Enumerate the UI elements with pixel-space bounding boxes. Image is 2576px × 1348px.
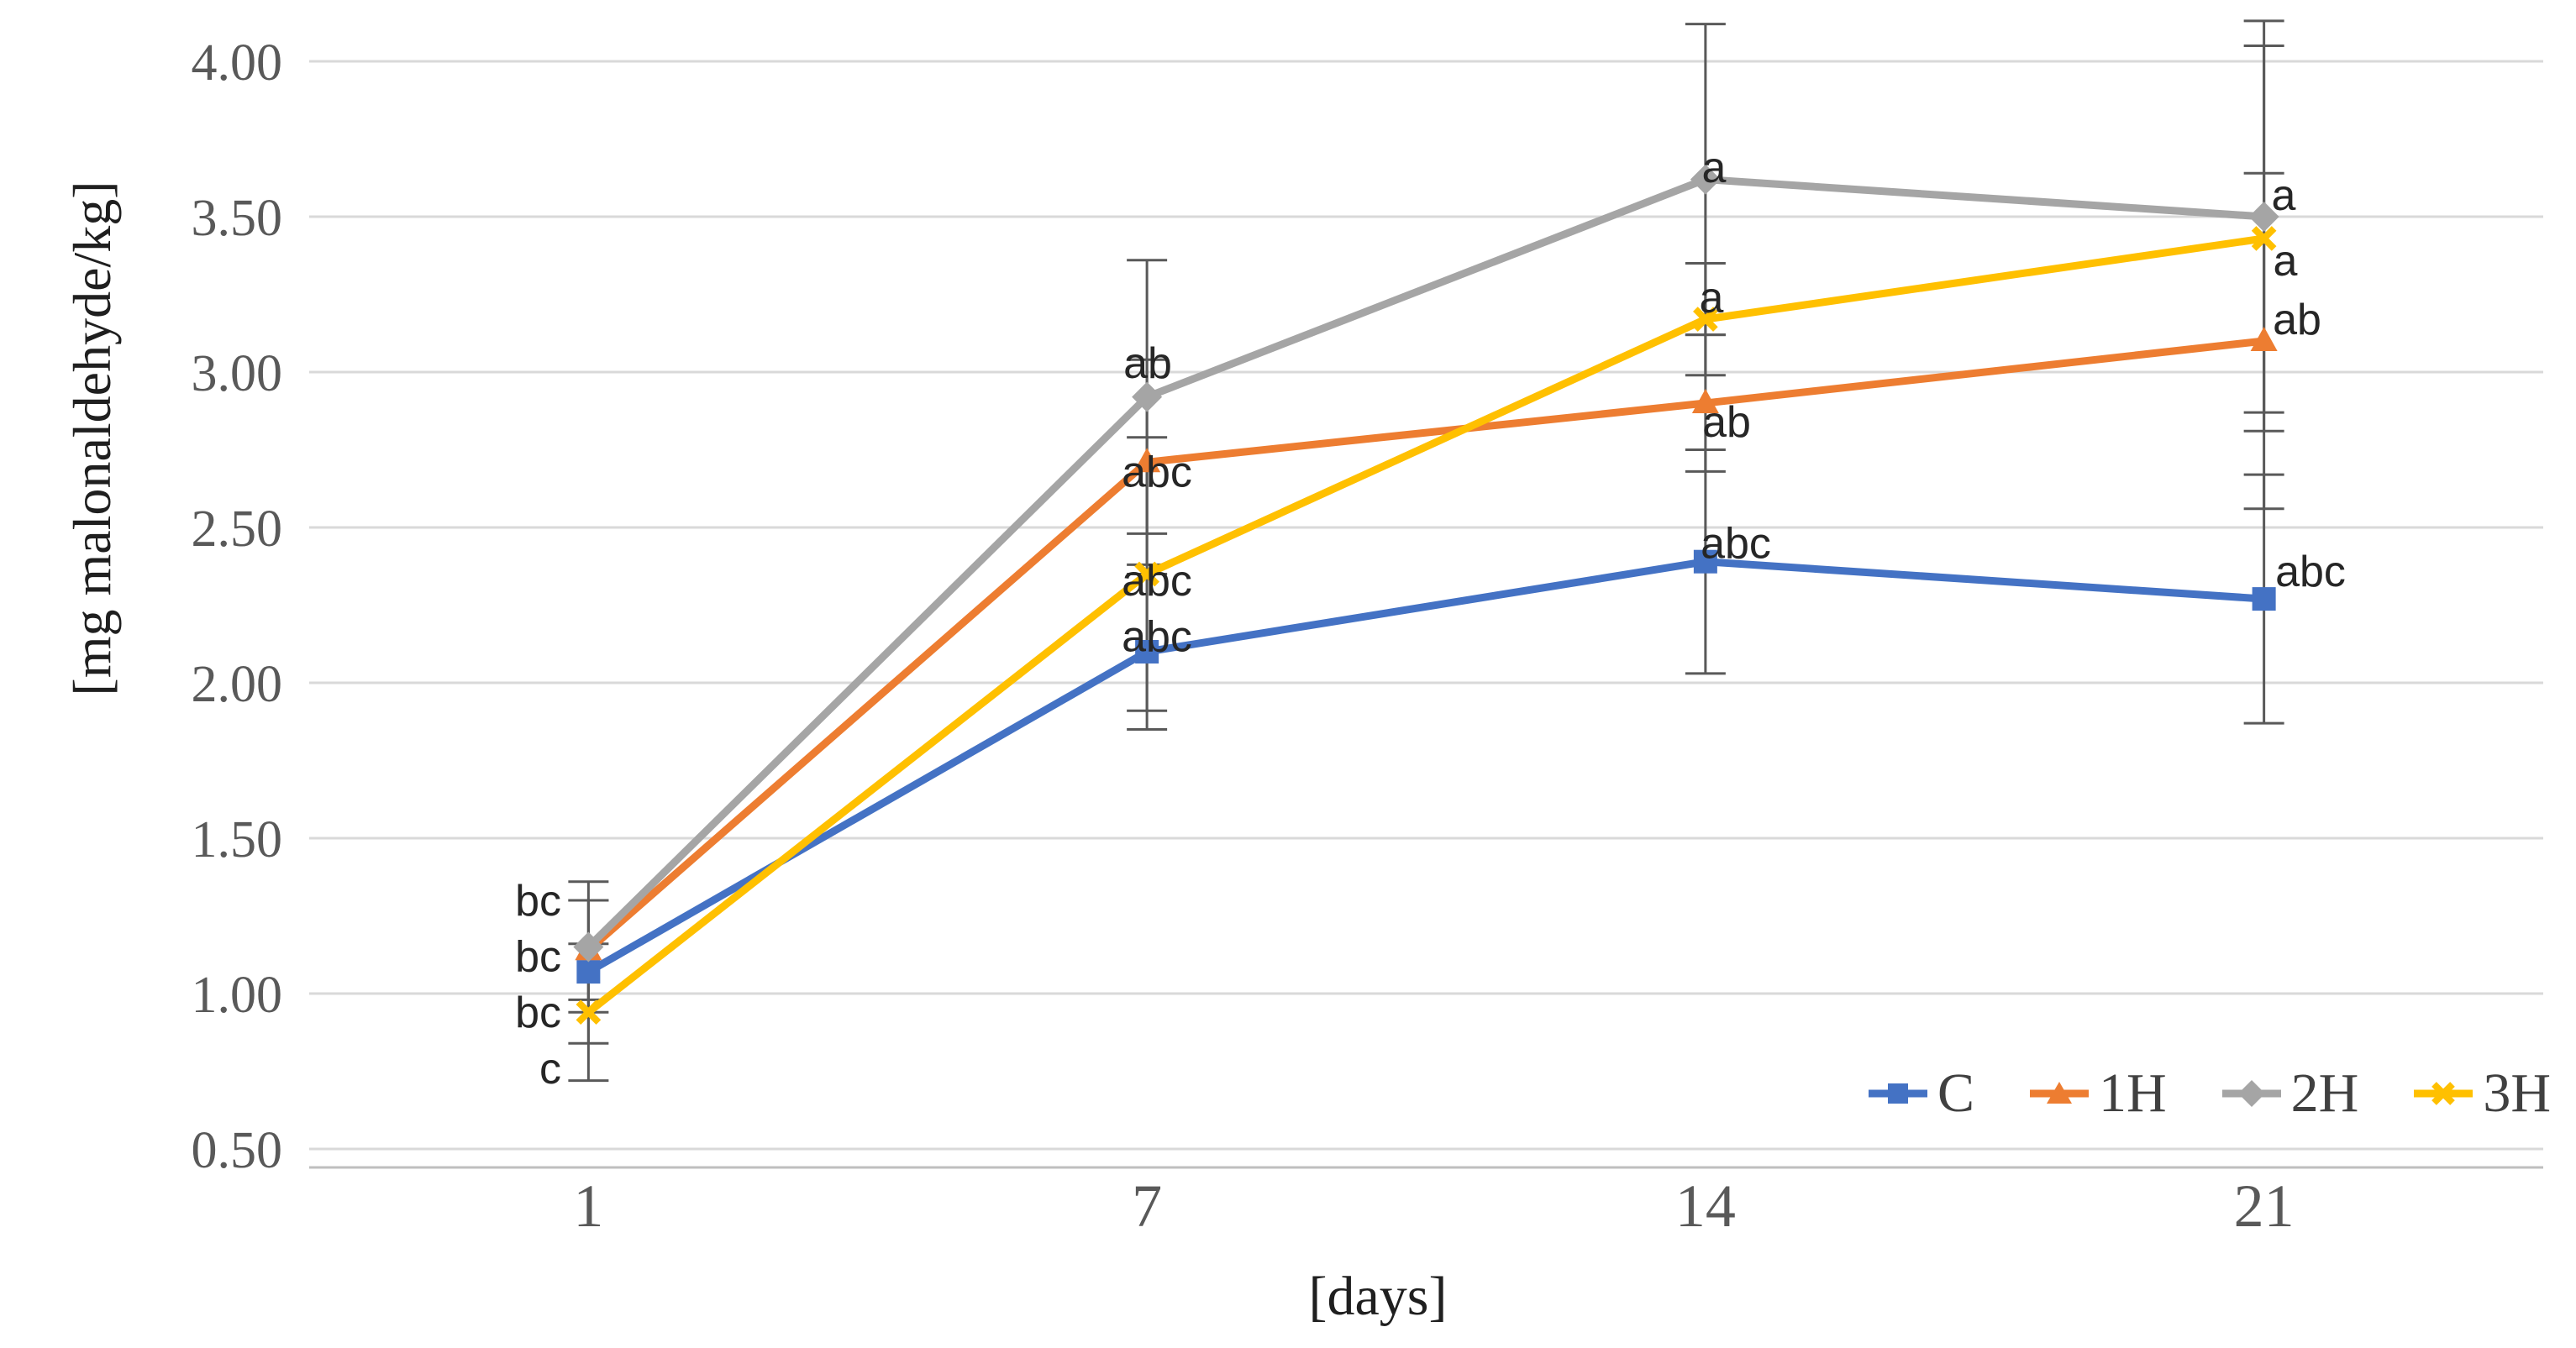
series-line-2H [584, 176, 2268, 951]
series-line-1H [584, 337, 2268, 954]
y-tick-label: 3.50 [192, 190, 283, 247]
marker-1H-day-7 [1133, 448, 1161, 473]
y-tick-label: 4.00 [192, 34, 283, 92]
series-line-3H [584, 234, 2268, 1016]
legend-label-C: C [1937, 1062, 1974, 1124]
marker-C-day-21 [2252, 587, 2276, 611]
significance-label: abc [1701, 520, 1771, 569]
significance-label: abc [1122, 448, 1192, 496]
legend-label-3H: 3H [2483, 1062, 2551, 1124]
legend-label-2H: 2H [2290, 1062, 2359, 1124]
marker-3H-day-14 [1693, 307, 1718, 332]
legend-item-3H: 3H [2412, 1060, 2551, 1127]
y-tick-label: 1.00 [192, 967, 283, 1024]
legend-item-2H: 2H [2221, 1060, 2359, 1127]
y-tick-label: 3.00 [192, 345, 283, 402]
legend-marker-3H [2414, 1082, 2473, 1105]
marker-C-day-1 [576, 960, 601, 984]
y-tick-label: 2.50 [192, 501, 283, 558]
marker-C-day-14 [1693, 549, 1717, 574]
legend-marker-2H [2221, 1080, 2281, 1107]
marker-3H-day-7 [1134, 561, 1159, 587]
marker-2H-day-1 [573, 931, 604, 962]
significance-label: ab [1702, 398, 1751, 447]
legend-item-1H: 1H [2028, 1060, 2167, 1127]
marker-3H-day-21 [2251, 226, 2277, 251]
marker-1H-day-21 [2250, 327, 2278, 351]
series-line-C [584, 558, 2268, 976]
significance-label: a [2274, 237, 2298, 286]
significance-label: abc [1122, 613, 1192, 662]
significance-label: a [2272, 171, 2296, 220]
x-axis-title: [days] [1308, 1266, 1448, 1327]
y-tick-label: 2.00 [192, 656, 283, 713]
legend: C 1H 2H 3H [1867, 1060, 2551, 1127]
x-tick-label: 14 [1675, 1172, 1736, 1240]
x-tick-label: 1 [573, 1172, 603, 1240]
significance-label: abc [2275, 548, 2346, 596]
legend-item-C: C [1867, 1060, 1974, 1127]
significance-label: bc [515, 877, 561, 926]
significance-label: bc [515, 933, 561, 982]
x-tick-label: 7 [1132, 1172, 1162, 1240]
legend-marker-1H [2029, 1082, 2089, 1104]
significance-label: ab [1123, 339, 1172, 388]
y-tick-label: 0.50 [192, 1122, 283, 1179]
marker-2H-day-7 [1132, 381, 1163, 412]
marker-2H-day-14 [1690, 164, 1721, 195]
marker-C-day-7 [1135, 640, 1159, 664]
marker-2H-day-21 [2248, 202, 2279, 232]
y-tick-label: 1.50 [192, 811, 283, 868]
legend-label-1H: 1H [2098, 1062, 2167, 1124]
x-tick-label: 21 [2234, 1172, 2295, 1240]
y-axis-title: [mg malonaldehyde/kg] [62, 181, 122, 696]
significance-label: a [1702, 144, 1727, 192]
marker-3H-day-1 [576, 999, 602, 1025]
legend-marker-C [1868, 1083, 1927, 1104]
significance-label: a [1700, 274, 1724, 323]
marker-1H-day-14 [1691, 389, 1719, 413]
significance-label: bc [515, 989, 561, 1037]
significance-label: ab [2273, 296, 2321, 344]
significance-label: c [539, 1045, 561, 1094]
significance-label: abc [1122, 557, 1192, 606]
